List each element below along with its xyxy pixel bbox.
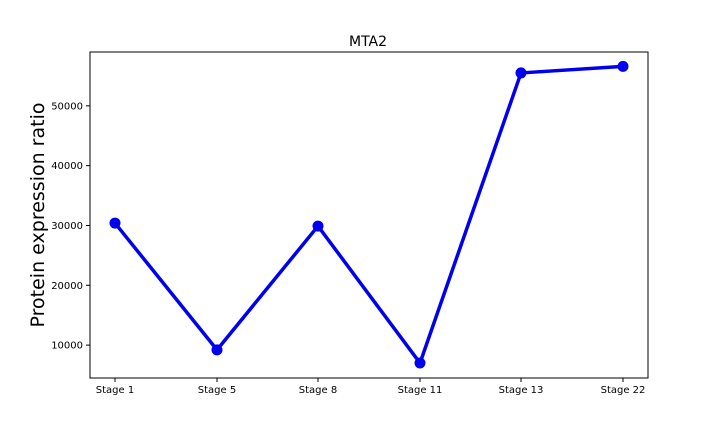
data-point <box>515 67 527 79</box>
data-point <box>211 344 223 356</box>
series-group <box>109 60 629 369</box>
x-tick-label: Stage 8 <box>299 385 337 396</box>
data-point <box>109 217 121 229</box>
x-tick-label: Stage 11 <box>398 385 443 396</box>
y-tick-label: 40000 <box>51 161 83 172</box>
x-tick-label: Stage 22 <box>601 385 646 396</box>
plot-area-frame <box>89 51 649 379</box>
x-tick-label: Stage 1 <box>96 385 134 396</box>
y-tick-label: 20000 <box>51 281 83 292</box>
x-tick-label: Stage 13 <box>499 385 544 396</box>
chart-title: MTA2 <box>349 34 387 50</box>
y-axis-label: Protein expression ratio <box>27 103 49 328</box>
x-tick-label: Stage 5 <box>198 385 236 396</box>
data-point <box>414 357 426 369</box>
series-line <box>113 64 624 365</box>
data-point <box>312 220 324 232</box>
y-axis: 10000 20000 30000 40000 50000 <box>51 101 90 352</box>
x-axis: Stage 1 Stage 5 Stage 8 Stage 11 Stage 13 Sta… <box>96 378 646 396</box>
y-tick-label: 30000 <box>51 221 83 232</box>
data-point <box>617 60 629 72</box>
y-tick-label: 10000 <box>51 341 83 352</box>
y-tick-label: 50000 <box>51 101 83 112</box>
